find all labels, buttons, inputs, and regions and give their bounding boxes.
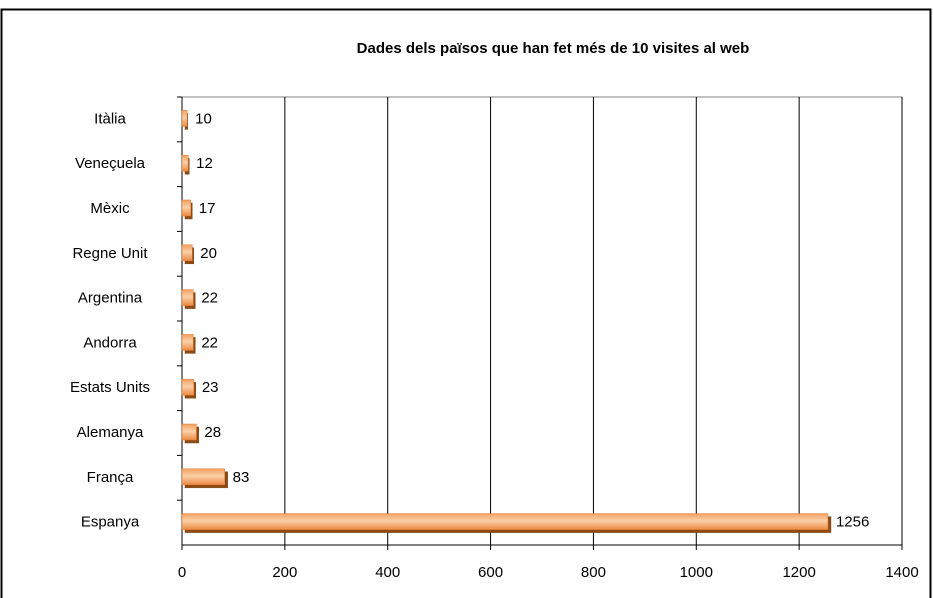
y-tick-label: Espanya [81,514,140,531]
chart-title: Dades dels països que han fet més de 10 … [357,40,750,57]
bar [181,334,194,351]
x-tick-label: 400 [375,564,400,581]
x-tick-label: 800 [581,564,606,581]
plot-area [181,96,903,546]
y-tick-label: Veneçuela [75,155,146,172]
y-tick-label: Regne Unit [72,245,148,262]
bar [181,154,189,172]
x-tick-label: 600 [478,564,503,581]
x-tick-label: 200 [272,564,297,581]
bar [181,513,829,530]
value-label: 23 [202,379,219,396]
y-tick-label: Alemanya [77,424,144,441]
bar [181,468,225,486]
value-label: 28 [204,424,221,441]
x-tick-label: 1200 [782,564,815,581]
value-label: 22 [201,334,218,351]
y-tick-label: Andorra [83,334,137,351]
bar [181,423,197,441]
bar [181,199,191,217]
x-tick-label: 1000 [680,564,713,581]
y-tick-label: Itàlia [94,110,126,127]
value-label: 22 [201,290,218,307]
value-label: 20 [200,245,217,262]
bar [181,289,194,306]
bar [181,244,193,262]
bar [181,110,188,127]
value-label: 1256 [836,514,869,531]
x-tick-label: 0 [178,564,186,581]
y-tick-label: Mèxic [90,200,130,217]
value-label: 12 [196,155,213,172]
bar [181,378,195,396]
y-tick-label: Argentina [78,290,143,307]
y-tick-label: Estats Units [70,379,150,396]
value-label: 17 [199,200,216,217]
value-label: 83 [233,469,250,486]
x-tick-label: 1400 [885,564,918,581]
y-tick-label: França [87,469,134,486]
value-label: 10 [195,110,212,127]
